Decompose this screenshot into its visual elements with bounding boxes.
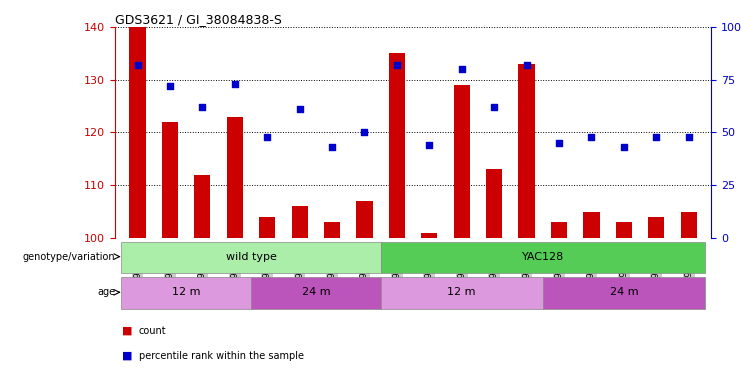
Point	[651, 134, 662, 140]
Bar	[421, 233, 437, 238]
Point	[326, 144, 338, 150]
Point	[553, 140, 565, 146]
Point	[262, 134, 273, 140]
Bar	[453, 85, 470, 238]
Point	[229, 81, 241, 87]
Bar	[583, 212, 599, 238]
Bar	[162, 122, 178, 238]
Text: wild type: wild type	[225, 252, 276, 262]
Bar	[551, 222, 567, 238]
Bar	[648, 217, 665, 238]
Point	[196, 104, 208, 110]
Bar	[291, 207, 308, 238]
Bar	[381, 277, 542, 309]
Bar	[389, 53, 405, 238]
Bar	[122, 242, 381, 273]
Point	[456, 66, 468, 72]
Bar	[227, 117, 243, 238]
Point	[618, 144, 630, 150]
Bar	[194, 175, 210, 238]
Text: 24 m: 24 m	[302, 287, 330, 297]
Point	[132, 62, 144, 68]
Bar	[122, 277, 251, 309]
Text: ■: ■	[122, 351, 133, 361]
Text: genotype/variation: genotype/variation	[22, 252, 115, 262]
Bar	[356, 201, 373, 238]
Bar	[616, 222, 632, 238]
Bar	[542, 277, 705, 309]
Bar	[251, 277, 381, 309]
Bar	[324, 222, 340, 238]
Bar	[680, 212, 697, 238]
Point	[293, 106, 305, 112]
Text: count: count	[139, 326, 166, 336]
Point	[521, 62, 533, 68]
Text: YAC128: YAC128	[522, 252, 564, 262]
Point	[488, 104, 500, 110]
Bar	[486, 169, 502, 238]
Text: ■: ■	[122, 326, 133, 336]
Text: GDS3621 / GI_38084838-S: GDS3621 / GI_38084838-S	[115, 13, 282, 26]
Text: percentile rank within the sample: percentile rank within the sample	[139, 351, 304, 361]
Text: 12 m: 12 m	[172, 287, 200, 297]
Point	[164, 83, 176, 89]
Point	[359, 129, 370, 136]
Bar	[519, 64, 535, 238]
Point	[391, 62, 403, 68]
Bar	[130, 27, 146, 238]
Bar	[259, 217, 276, 238]
Text: 12 m: 12 m	[448, 287, 476, 297]
Text: 24 m: 24 m	[610, 287, 638, 297]
Text: age: age	[97, 287, 115, 297]
Bar	[381, 242, 705, 273]
Point	[682, 134, 694, 140]
Point	[423, 142, 435, 148]
Point	[585, 134, 597, 140]
